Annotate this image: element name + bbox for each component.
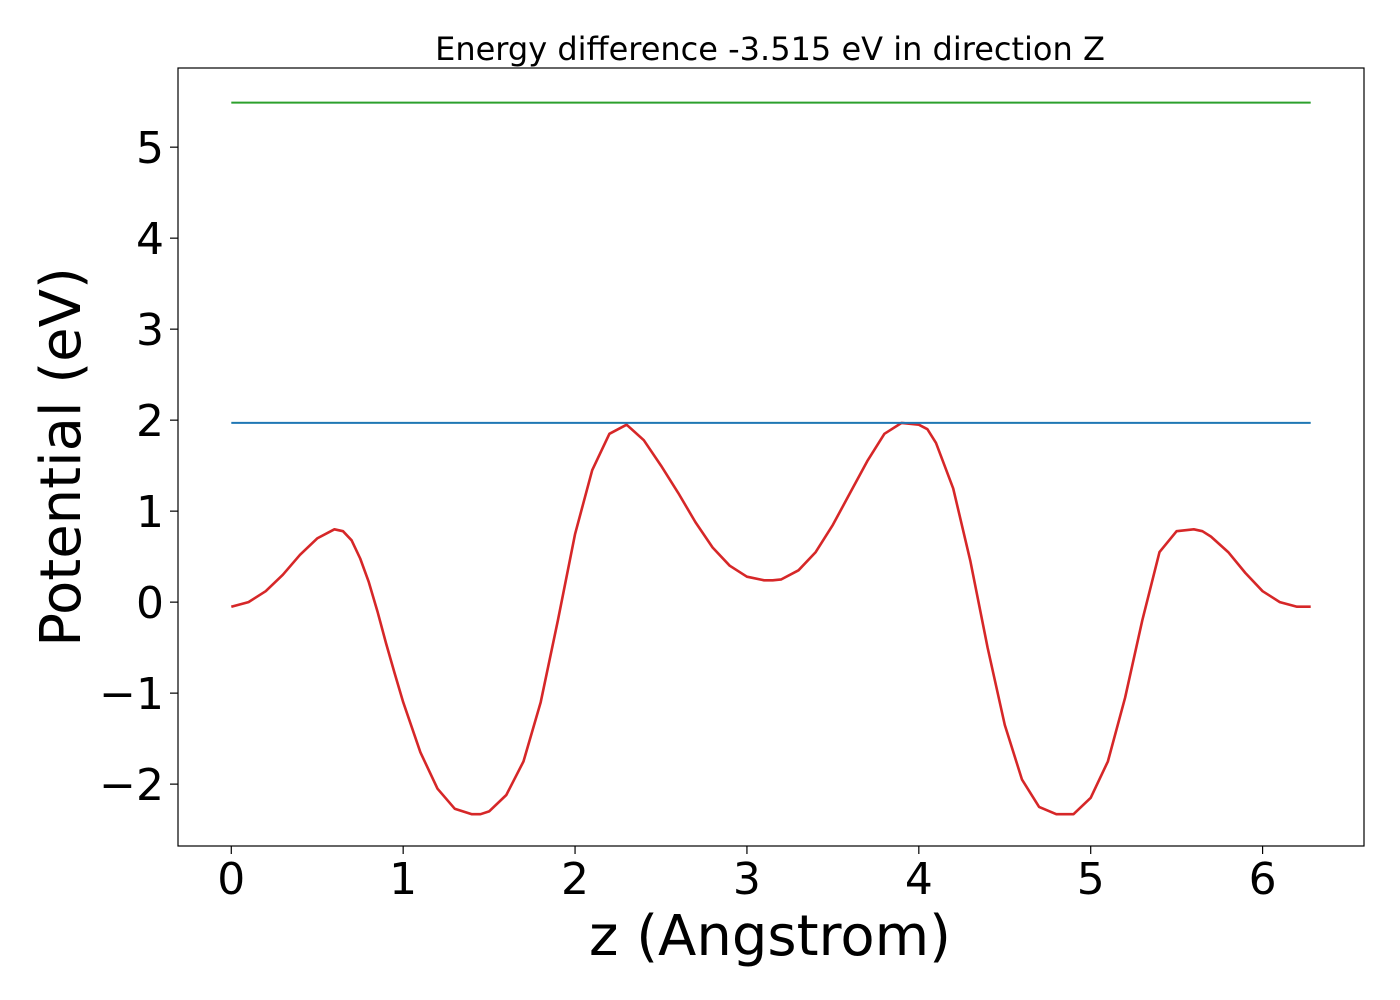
y-tick-label-1: −1 <box>99 669 164 720</box>
x-tick-label-6: 6 <box>1249 854 1277 905</box>
y-tick-label-4: 2 <box>136 396 164 447</box>
y-axis: −2 −1 0 1 2 3 4 5 <box>99 123 178 811</box>
y-tick-label-2: 0 <box>136 578 164 629</box>
x-tick-label-5: 5 <box>1077 854 1105 905</box>
chart-title: Energy difference -3.515 eV in direction… <box>435 30 1105 68</box>
y-tick-label-5: 3 <box>136 305 164 356</box>
x-tick-label-3: 3 <box>733 854 761 905</box>
x-axis: 0 1 2 3 4 5 6 <box>217 846 1277 905</box>
x-tick-label-2: 2 <box>561 854 589 905</box>
y-axis-title: Potential (eV) <box>29 267 94 647</box>
series-line-0 <box>230 421 1311 816</box>
x-tick-label-1: 1 <box>389 854 417 905</box>
y-tick-label-0: −2 <box>99 760 164 811</box>
x-tick-label-4: 4 <box>905 854 933 905</box>
x-tick-label-0: 0 <box>217 854 245 905</box>
x-axis-title: z (Angstrom) <box>589 904 951 969</box>
plot-series <box>230 101 1311 816</box>
plot-frame <box>177 67 1365 847</box>
y-tick-label-7: 5 <box>136 123 164 174</box>
y-tick-label-3: 1 <box>136 487 164 538</box>
y-tick-label-6: 4 <box>136 214 164 265</box>
